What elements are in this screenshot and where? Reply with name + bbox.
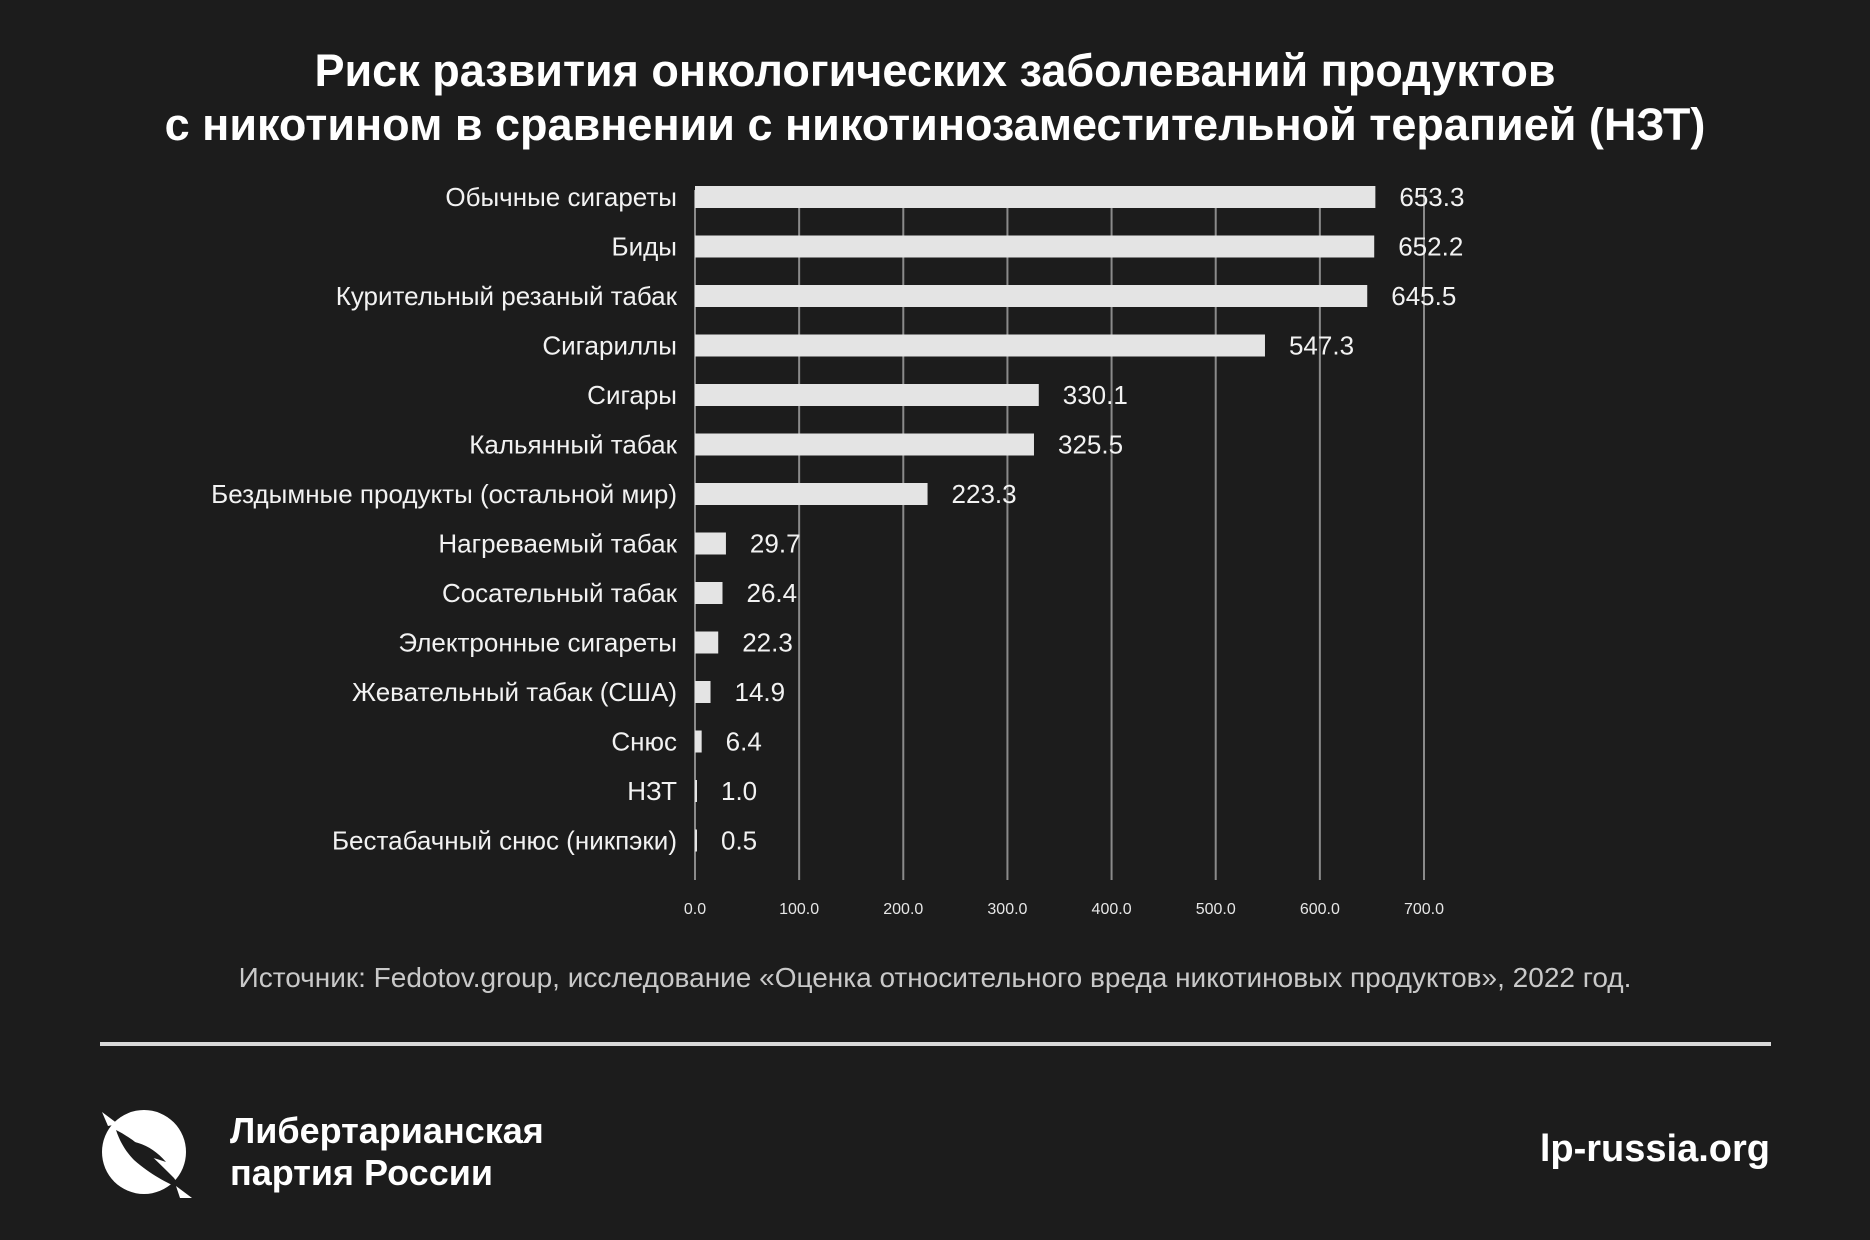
data-label: 6.4 xyxy=(726,727,762,757)
bar-chart: 0.0 100.0 200.0 300.0 400.0 500.0 600.0 700.0 Об… xyxy=(211,182,1464,918)
organization-name-line-1: Либертарианская xyxy=(230,1110,544,1151)
bar xyxy=(695,483,928,505)
bar xyxy=(695,384,1039,406)
bar xyxy=(695,235,1375,258)
x-tick-label: 0.0 xyxy=(684,901,706,918)
data-label: 223.3 xyxy=(952,479,1017,509)
data-label: 22.3 xyxy=(742,628,793,658)
data-label: 29.7 xyxy=(750,529,801,559)
bar xyxy=(695,285,1368,307)
data-label: 26.4 xyxy=(746,578,797,608)
bar xyxy=(695,433,1034,456)
data-label: 1.0 xyxy=(721,776,757,806)
x-tick-label: 200.0 xyxy=(883,901,923,918)
x-tick-label: 500.0 xyxy=(1196,901,1236,918)
category-label: Сосательный табак xyxy=(442,578,678,608)
organization-name-line-2: партия России xyxy=(230,1152,493,1193)
title-line-1: Риск развития онкологических заболеваний… xyxy=(314,45,1556,96)
x-tick-label: 400.0 xyxy=(1092,901,1132,918)
bar xyxy=(695,730,702,753)
category-label: Жевательный табак (США) xyxy=(352,677,677,707)
bar xyxy=(695,532,726,555)
title-line-2: с никотином в сравнении с никотинозамест… xyxy=(164,99,1706,150)
category-label: Сигары xyxy=(587,380,677,410)
data-label: 645.5 xyxy=(1391,281,1456,311)
category-label: Электронные сигареты xyxy=(398,628,677,658)
data-label: 325.5 xyxy=(1058,430,1123,460)
category-label: Обычные сигареты xyxy=(445,182,677,212)
category-label: Курительный резаный табак xyxy=(336,281,678,311)
chart-title: Риск развития онкологических заболеваний… xyxy=(0,44,1870,152)
data-label: 14.9 xyxy=(735,677,786,707)
data-label: 0.5 xyxy=(721,826,757,856)
bar xyxy=(695,780,697,802)
category-label: Биды xyxy=(612,232,677,262)
category-label: Сигариллы xyxy=(542,331,677,361)
category-label: Бездымные продукты (остальной мир) xyxy=(211,479,677,509)
bar xyxy=(695,186,1376,208)
data-label: 652.2 xyxy=(1398,232,1463,262)
category-label: Бестабачный снюс (никпэки) xyxy=(332,826,677,856)
bar xyxy=(695,582,723,604)
data-label: 653.3 xyxy=(1399,182,1464,212)
organization-name: Либертарианская партия России xyxy=(230,1110,544,1194)
category-label: НЗТ xyxy=(627,776,677,806)
footer-divider xyxy=(100,1042,1771,1046)
eagle-circle-logo-icon xyxy=(102,1110,192,1198)
x-tick-label: 300.0 xyxy=(987,901,1027,918)
bar xyxy=(695,334,1265,357)
source-note: Источник: Fedotov.group, исследование «О… xyxy=(238,962,1632,993)
website-link[interactable]: lp-russia.org xyxy=(1539,1128,1770,1170)
x-tick-label: 700.0 xyxy=(1404,901,1444,918)
data-label: 547.3 xyxy=(1289,331,1354,361)
x-tick-label: 600.0 xyxy=(1300,901,1340,918)
bar xyxy=(695,681,711,703)
bar xyxy=(695,631,719,654)
bar xyxy=(695,829,697,852)
data-label: 330.1 xyxy=(1063,380,1128,410)
category-label: Снюс xyxy=(611,727,677,757)
category-label: Нагреваемый табак xyxy=(438,529,677,559)
category-label: Кальянный табак xyxy=(469,430,677,460)
x-tick-label: 100.0 xyxy=(779,901,819,918)
